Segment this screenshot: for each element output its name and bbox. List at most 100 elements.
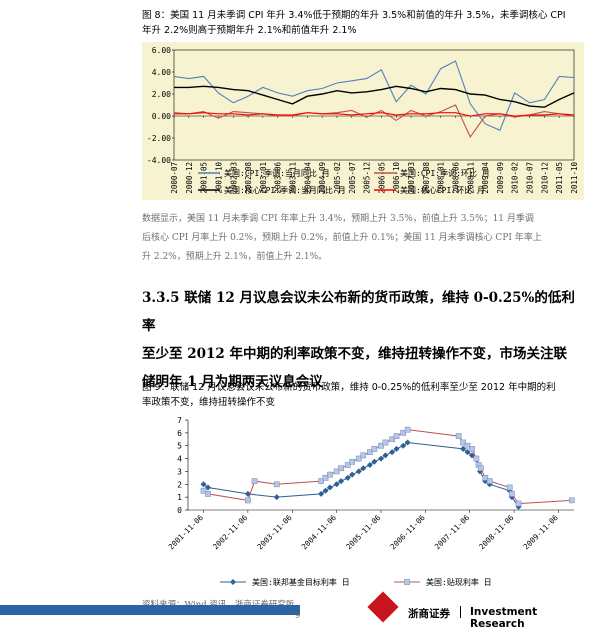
footer-separator (460, 606, 461, 618)
figure-8-caption-line2: 年升 2.2%则高于预期年升 2.1%和前值年升 2.1% (142, 25, 357, 36)
y-tick-label: 0 (177, 506, 182, 515)
data-point-diamond (486, 481, 493, 488)
data-point-square (322, 475, 329, 481)
data-point-diamond (515, 503, 522, 510)
x-tick-label: 2006-11-06 (388, 513, 427, 552)
y-tick-label: 5 (177, 442, 182, 451)
data-point-square (273, 481, 280, 488)
data-point-square (473, 455, 480, 462)
data-point-square (460, 439, 466, 446)
data-point-diamond (273, 494, 280, 501)
legend-label: 美国:核心CPI:季调:当月同比 月 (224, 185, 346, 195)
data-point-square (486, 478, 493, 484)
data-point-square (349, 458, 356, 465)
data-point-square (378, 442, 384, 449)
y-tick-label: 1 (177, 493, 182, 502)
data-point-diamond (318, 490, 325, 497)
x-tick-label: 2000-07 (170, 162, 179, 194)
data-point-diamond (200, 481, 207, 488)
x-tick-label: 2003-01 (259, 162, 268, 194)
x-tick-label: 2003-06 (274, 162, 283, 194)
x-tick-label: 2006-10 (392, 162, 401, 194)
x-tick-label: 2001-05 (200, 162, 209, 194)
x-tick-label: 2009-04 (481, 162, 490, 194)
data-point-diamond (476, 468, 483, 475)
data-point-square (404, 426, 411, 433)
x-tick-label: 2008-01 (437, 162, 446, 194)
x-tick-label: 2010-12 (540, 162, 549, 194)
data-point-square (482, 475, 489, 481)
data-point-diamond (508, 494, 515, 501)
x-tick-label: 2005-12 (363, 162, 372, 194)
figure-9-caption-line1: 图 9：联储 12 月议息会议未公布新的货币政策，维持 0-0.25%的低利率至… (142, 382, 556, 393)
x-tick-label: 2008-11-06 (477, 513, 516, 552)
footer-brand-en: Investment Research (470, 606, 538, 630)
data-point-square (389, 436, 395, 443)
figure-9-caption: 图 9：联储 12 月议息会议未公布新的货币政策，维持 0-0.25%的低利率至… (142, 380, 582, 410)
x-tick-label: 2008-06 (451, 162, 460, 194)
data-point-diamond (349, 471, 356, 478)
series-line (174, 112, 575, 117)
analysis-line1: 数据显示，美国 11 月未季调 CPI 年率上升 3.4%，预期上升 3.5%，… (142, 214, 534, 224)
data-point-square (400, 430, 407, 436)
y-tick-label: -2.00 (147, 134, 171, 143)
analysis-line3: 升 2.2%，预期上升 2.1%，前值上升 2.1%。 (142, 252, 328, 262)
x-tick-label: 2004-09 (318, 162, 327, 194)
legend-label: 美国:贴现利率 日 (426, 577, 492, 587)
x-tick-label: 2007-08 (422, 162, 431, 194)
data-point-diamond (389, 449, 396, 456)
y-tick-label: 0.00 (152, 112, 171, 121)
y-tick-label: 3 (177, 467, 182, 476)
data-point-diamond (371, 458, 378, 465)
data-point-square (367, 449, 373, 455)
figure-8-caption-line1: 图 8：美国 11 月未季调 CPI 年升 3.4%低于预期的年升 3.5%和前… (142, 10, 566, 21)
x-tick-label: 2002-03 (229, 162, 238, 194)
y-tick-label: 7 (177, 416, 182, 425)
x-tick-label: 2006-05 (377, 162, 386, 194)
data-point-diamond (204, 484, 211, 491)
data-point-square (245, 497, 251, 504)
data-point-square (200, 487, 207, 494)
data-point-square (251, 478, 258, 484)
data-point-diamond (460, 445, 467, 452)
data-point-diamond (366, 462, 373, 468)
data-point-diamond (382, 452, 389, 459)
x-tick-label: 2003-11 (289, 162, 298, 194)
y-tick-label: 6.00 (152, 46, 171, 55)
legend-label: 美国:核心CPI:环比 月 (400, 185, 485, 195)
series-line (173, 60, 575, 132)
data-point-square (382, 439, 389, 446)
series-line (174, 85, 575, 108)
data-point-square (469, 446, 475, 452)
data-point-diamond (360, 465, 367, 472)
x-tick-label: 2008-11 (466, 162, 475, 194)
legend-label: 美国:CPI:季调:环比 月 (400, 168, 490, 178)
x-tick-label: 2005-02 (333, 162, 342, 194)
x-tick-label: 2002-08 (244, 162, 253, 194)
y-tick-label: 4 (177, 455, 182, 464)
data-point-square (515, 500, 522, 507)
data-point-square (506, 484, 513, 491)
series-line (173, 104, 575, 138)
x-tick-label: 2007-03 (407, 162, 416, 194)
data-point-diamond (482, 478, 489, 485)
x-tick-label: 2005-11-06 (344, 513, 383, 552)
x-tick-label: 2011-05 (555, 162, 564, 194)
section-heading-line2: 至少至 2012 年中期的利率政策不变，维持扭转操作不变，市场关注联 (142, 346, 567, 362)
x-tick-label: 2010-07 (526, 162, 535, 194)
x-tick-label: 2010-02 (511, 162, 520, 194)
plot-frame (173, 49, 575, 161)
data-point-square (360, 452, 367, 459)
analysis-paragraph: 数据显示，美国 11 月未季调 CPI 年率上升 3.4%，预期上升 3.5%，… (142, 210, 582, 267)
x-tick-label: 2002-11-06 (211, 513, 250, 552)
x-tick-label: 2009-09 (496, 162, 505, 194)
data-point-square (464, 442, 471, 449)
figure-9-chart: 0 1 2 3 4 5 6 7 2001-11-06 2002-11-06 2003-11-06 20… (142, 410, 584, 600)
data-point-diamond (344, 474, 351, 481)
data-point-diamond (338, 478, 345, 485)
data-point-square (327, 471, 333, 478)
figure-8-caption: 图 8：美国 11 月未季调 CPI 年升 3.4%低于预期的年升 3.5%和前… (142, 8, 582, 38)
data-point-diamond (393, 445, 400, 452)
y-tick-label: 4.00 (152, 68, 171, 77)
